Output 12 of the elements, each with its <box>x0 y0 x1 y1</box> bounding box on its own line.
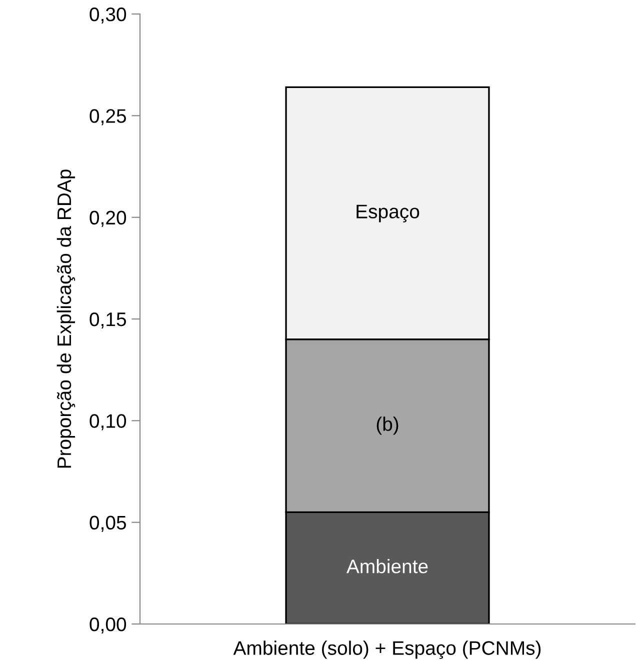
y-tick-label: 0,15 <box>90 312 126 329</box>
y-tick-label: 0,20 <box>90 210 126 227</box>
series-label: Espaço <box>356 204 420 222</box>
x-tick-label: Ambiente (solo) + Espaço (PCNMs) <box>233 640 541 659</box>
series-label: (b) <box>376 416 398 435</box>
y-tick-label: 0,10 <box>90 414 126 430</box>
y-tick-label: 0,25 <box>90 109 126 126</box>
y-tick-label: 0,05 <box>90 516 126 532</box>
y-tick-label: 0,30 <box>90 7 126 24</box>
y-axis-title: Proporção de Explicação da RDAp <box>56 170 76 468</box>
y-tick-label: 0,00 <box>90 617 126 634</box>
series-label: Ambiente <box>346 559 428 574</box>
